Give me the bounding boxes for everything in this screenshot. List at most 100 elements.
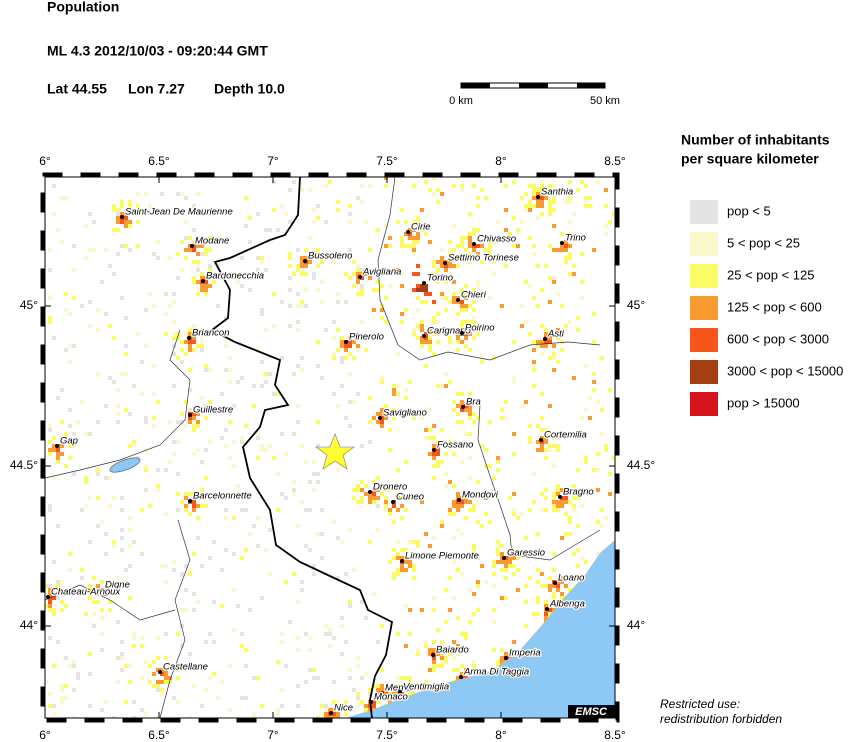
pop-cell (548, 356, 552, 360)
pop-cell (88, 496, 92, 500)
pop-cell (100, 580, 104, 584)
pop-cell (156, 400, 160, 404)
pop-cell (556, 504, 560, 508)
pop-cell (548, 200, 552, 204)
frame (44, 176, 616, 719)
pop-cell (436, 340, 440, 344)
pop-cell (260, 256, 264, 260)
pop-cell (416, 216, 420, 220)
pop-cell (468, 476, 472, 480)
pop-cell (308, 648, 312, 652)
pop-cell (384, 504, 388, 508)
pop-cell (592, 312, 596, 316)
pop-cell (468, 332, 472, 336)
pop-cell (416, 688, 420, 692)
pop-cell (560, 592, 564, 596)
pop-cell (352, 488, 356, 492)
pop-cell (448, 512, 452, 516)
pop-cell (540, 392, 544, 396)
pop-cell (416, 288, 420, 292)
pop-cell (340, 356, 344, 360)
pop-cell (548, 344, 552, 348)
pop-cell (304, 544, 308, 548)
pop-cell (528, 576, 532, 580)
pop-cell (316, 288, 320, 292)
pop-cell (540, 428, 544, 432)
pop-cell (404, 508, 408, 512)
pop-cell (324, 716, 328, 718)
pop-cell (336, 700, 340, 704)
pop-cell (396, 676, 400, 680)
pop-cell (108, 580, 112, 584)
pop-cell (544, 600, 548, 604)
pop-cell (472, 592, 476, 596)
pop-cell (300, 356, 304, 360)
pop-cell (452, 440, 456, 444)
pop-cell (452, 640, 456, 644)
legend-label: 125 < pop < 600 (727, 299, 822, 314)
pop-cell (536, 344, 540, 348)
pop-cell (200, 284, 204, 288)
pop-cell (48, 508, 52, 512)
pop-cell (548, 584, 552, 588)
pop-cell (472, 612, 476, 616)
pop-cell (308, 260, 312, 264)
pop-cell (600, 508, 604, 512)
pop-cell (492, 648, 496, 652)
pop-cell (156, 680, 160, 684)
legend-label: 600 < pop < 3000 (727, 331, 829, 346)
pop-cell (336, 200, 340, 204)
pop-cell (180, 572, 184, 576)
pop-cell (560, 536, 564, 540)
pop-cell (452, 400, 456, 404)
pop-cell (440, 260, 444, 264)
pop-cell (260, 312, 264, 316)
pop-cell (92, 624, 96, 628)
pop-cell (412, 228, 416, 232)
pop-cell (548, 604, 552, 608)
pop-cell (308, 236, 312, 240)
pop-cell (540, 196, 544, 200)
pop-cell (96, 524, 100, 528)
pop-cell (436, 444, 440, 448)
pop-cell (352, 356, 356, 360)
pop-cell (480, 564, 484, 568)
pop-cell (444, 620, 448, 624)
lat-label: 44° (627, 618, 645, 632)
pop-cell (556, 432, 560, 436)
pop-cell (96, 372, 100, 376)
pop-cell (208, 332, 212, 336)
pop-cell (208, 556, 212, 560)
pop-cell (232, 272, 236, 276)
pop-cell (292, 488, 296, 492)
pop-cell (208, 676, 212, 680)
pop-cell (52, 664, 56, 668)
pop-cell (164, 676, 168, 680)
pop-cell (552, 492, 556, 496)
pop-cell (320, 728, 324, 732)
pop-cell (528, 200, 532, 204)
pop-cell (280, 300, 284, 304)
pop-cell (528, 436, 532, 440)
pop-cell (368, 184, 372, 188)
pop-cell (368, 708, 372, 712)
pop-cell (560, 340, 564, 344)
pop-cell (192, 240, 196, 244)
city-dot (369, 700, 373, 704)
pop-cell (380, 412, 384, 416)
pop-cell (124, 212, 128, 216)
pop-cell (200, 288, 204, 292)
pop-cell (492, 608, 496, 612)
pop-cell (120, 496, 124, 500)
pop-cell (476, 480, 480, 484)
pop-cell (292, 372, 296, 376)
city-label: Saint-Jean De Maurienne (125, 207, 233, 218)
pop-cell (552, 196, 556, 200)
pop-cell (460, 400, 464, 404)
pop-cell (536, 340, 540, 344)
pop-cell (124, 700, 128, 704)
pop-cell (260, 444, 264, 448)
pop-cell (380, 492, 384, 496)
pop-cell (412, 240, 416, 244)
pop-cell (516, 228, 520, 232)
